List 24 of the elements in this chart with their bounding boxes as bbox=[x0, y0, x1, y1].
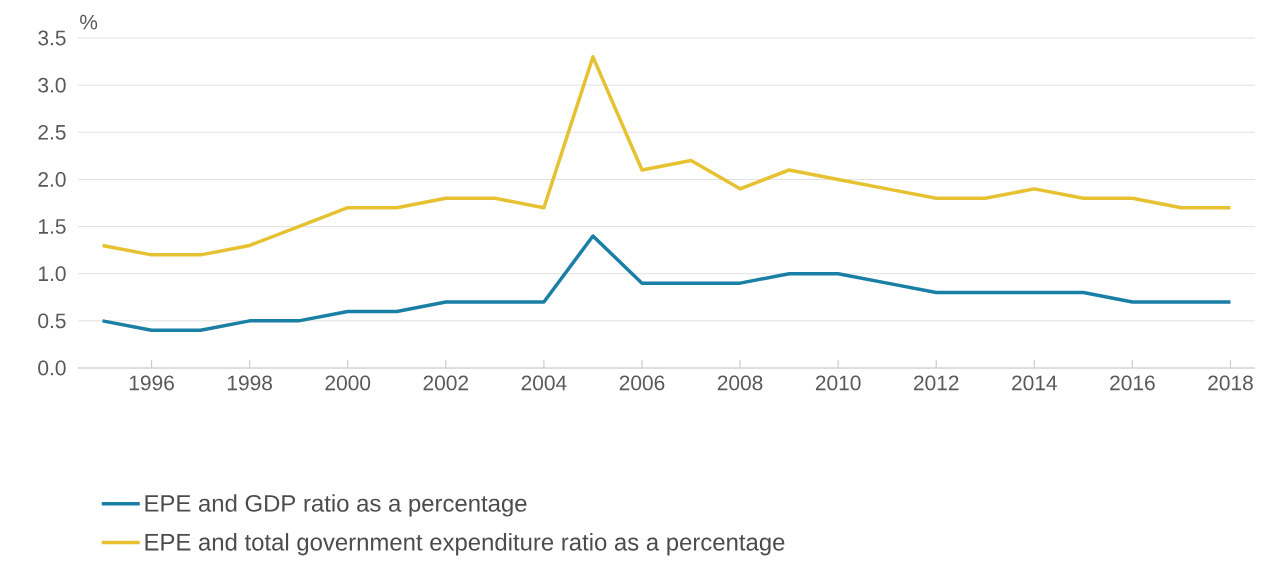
x-tick-label: 2014 bbox=[1012, 375, 1057, 391]
y-tick-label: 1.0 bbox=[38, 266, 66, 282]
y-tick-label: 0.0 bbox=[38, 360, 66, 376]
x-tick-label: 2016 bbox=[1110, 375, 1155, 391]
y-tick-label: 3.5 bbox=[38, 30, 66, 46]
line-series bbox=[100, 55, 1233, 257]
x-tick-label: 2000 bbox=[325, 375, 371, 391]
x-tick-label: 2008 bbox=[717, 375, 763, 391]
legend-label: EPE and total government expenditure ratio as a percentage bbox=[145, 533, 785, 556]
x-tick-label: 2018 bbox=[1208, 375, 1253, 391]
x-tick-label: 2010 bbox=[815, 375, 861, 391]
x-tick-label: 1998 bbox=[227, 375, 272, 391]
y-tick-label: 0.5 bbox=[38, 313, 66, 329]
y-tick-label: 3.0 bbox=[38, 77, 66, 93]
x-tick-label: 1996 bbox=[129, 375, 174, 391]
y-axis-title: % bbox=[80, 14, 98, 30]
x-tick-label: 2004 bbox=[521, 375, 567, 391]
x-tick-label: 2002 bbox=[423, 375, 469, 391]
y-tick-label: 2.0 bbox=[38, 172, 66, 187]
legend-label: EPE and GDP ratio as a percentage bbox=[145, 494, 527, 517]
x-tick-label: 2006 bbox=[619, 375, 665, 391]
x-tick-label: 2012 bbox=[914, 375, 959, 391]
y-tick-label: 2.5 bbox=[38, 124, 66, 140]
y-tick-label: 1.5 bbox=[38, 219, 66, 234]
